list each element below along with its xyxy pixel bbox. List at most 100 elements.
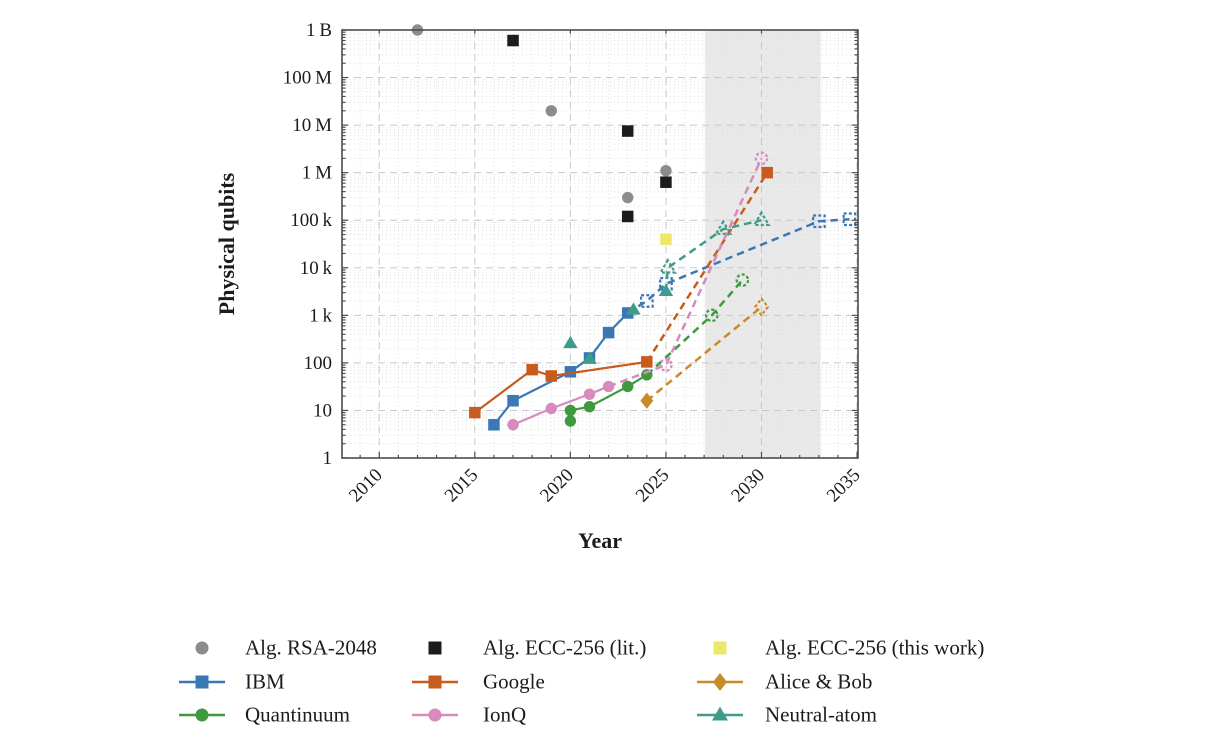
data-point-marker [660, 164, 672, 177]
series-google-roadmap [645, 166, 773, 363]
series-alg-ecc256-this-work [660, 233, 672, 245]
data-point-marker [752, 210, 771, 227]
series-line [664, 219, 762, 292]
legend-label: Quantinuum [245, 703, 350, 727]
data-point-marker [626, 302, 641, 315]
data-point-marker [659, 358, 673, 372]
data-point-marker [507, 419, 519, 431]
data-point-marker [704, 308, 719, 323]
series-line [474, 360, 647, 414]
data-point-marker [754, 151, 769, 166]
x-axis-title: Year [578, 528, 622, 553]
legend: Alg. RSA-2048 Alg. ECC-256 (lit.) Alg. ECC… [179, 636, 984, 727]
legend-item-ibm: IBM [179, 670, 285, 694]
y-tick-label: 100 M [283, 68, 332, 89]
y-tick-label: 1 M [302, 163, 332, 184]
data-point-marker [753, 296, 770, 317]
legend-marker [428, 708, 442, 722]
legend-marker [428, 675, 442, 689]
y-tick-label: 10 [313, 400, 332, 421]
x-tick-label: 2035 [823, 465, 865, 507]
legend-marker [428, 641, 442, 655]
series-quantinuum-roadmap [645, 273, 750, 376]
legend-item-alg-ecc-256-lit: Alg. ECC-256 (lit.) [428, 636, 646, 660]
data-point-marker [621, 125, 634, 137]
data-point-marker [660, 233, 672, 245]
data-point-marker [488, 419, 500, 431]
legend-item-neutral-atom: Neutral-atom [697, 703, 877, 727]
legend-label: IBM [245, 670, 285, 694]
data-point-marker [658, 258, 677, 274]
legend-label: IonQ [483, 703, 526, 727]
axis-ticks [342, 29, 858, 459]
data-point-marker [545, 402, 557, 415]
x-tick-label: 2030 [727, 465, 769, 507]
data-point-marker [564, 404, 577, 417]
y-tick-label: 100 k [290, 210, 332, 231]
y-tick-label: 10 M [292, 115, 332, 136]
series-line [645, 279, 744, 376]
data-point-marker [761, 166, 773, 179]
series-alg-ecc256-lit [507, 34, 672, 223]
legend-item-alg-ecc-256-this-work: Alg. ECC-256 (this work) [713, 636, 984, 660]
series-alice-bob-roadmap [646, 296, 770, 402]
legend-label: Google [483, 670, 545, 694]
data-point-marker [714, 219, 733, 235]
data-point-marker [564, 366, 577, 378]
series-line [608, 157, 763, 388]
data-point-marker [602, 326, 615, 339]
y-tick-labels: 1 10 100 1 k 10 k 100 k 1 M 10 M 100 M 1 B [283, 20, 333, 469]
x-tick-labels: 2010 2015 2020 2025 2030 2035 [345, 465, 864, 507]
series-line [627, 217, 850, 315]
legend-marker [713, 641, 727, 655]
x-tick-label: 2020 [536, 465, 578, 507]
data-point-marker [735, 273, 750, 287]
data-point-marker [545, 105, 557, 117]
legend-marker [713, 673, 727, 691]
y-tick-label: 10 k [300, 258, 333, 279]
series-line [512, 385, 610, 426]
legend-label: Neutral-atom [765, 703, 877, 727]
legend-label: Alice & Bob [765, 670, 872, 694]
series-ibm-history [488, 307, 634, 431]
x-tick-label: 2025 [632, 465, 674, 507]
legend-marker [195, 641, 209, 655]
data-point-marker [622, 191, 634, 204]
data-point-marker [842, 212, 857, 227]
legend-item-ionq: IonQ [412, 703, 526, 727]
x-tick-label: 2010 [345, 465, 387, 507]
series-ionq-roadmap [608, 151, 769, 388]
plot-frame [341, 29, 859, 459]
legend-marker [195, 675, 209, 689]
x-tick-label: 2015 [441, 465, 483, 507]
legend-marker [195, 708, 209, 722]
legend-label: Alg. RSA-2048 [245, 636, 377, 660]
y-tick-label: 100 [304, 353, 333, 374]
y-tick-label: 1 k [309, 305, 332, 326]
data-point-marker [507, 394, 519, 407]
series-alg-rsa2048 [411, 24, 672, 204]
data-point-marker [507, 34, 519, 47]
data-point-marker [526, 363, 538, 376]
data-point-marker [639, 294, 654, 308]
legend-item-alg-rsa-2048: Alg. RSA-2048 [195, 636, 377, 660]
data-point-marker [564, 415, 577, 427]
y-tick-label: 1 [323, 448, 333, 469]
legend-label: Alg. ECC-256 (this work) [765, 636, 984, 660]
legend-item-alice-bob: Alice & Bob [697, 670, 872, 694]
data-point-marker [583, 400, 596, 413]
legend-marker [712, 706, 728, 721]
data-point-marker [621, 210, 634, 223]
y-axis-title: Physical qubits [214, 172, 239, 315]
legend-item-google: Google [412, 670, 545, 694]
data-point-marker [582, 351, 597, 364]
data-point-marker [545, 370, 558, 382]
legend-item-quantinuum: Quantinuum [179, 703, 350, 727]
data-point-marker [811, 214, 826, 229]
data-point-marker [469, 406, 481, 419]
minor-grid [342, 30, 858, 458]
legend-label: Alg. ECC-256 (lit.) [483, 636, 646, 660]
data-point-marker [583, 388, 596, 400]
